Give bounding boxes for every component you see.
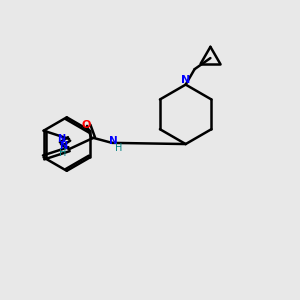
Text: N: N (181, 75, 190, 85)
Text: H: H (59, 148, 67, 158)
Text: O: O (82, 120, 91, 130)
Text: N: N (59, 141, 67, 152)
Text: H: H (115, 143, 122, 153)
Text: N: N (57, 134, 65, 144)
Text: N: N (109, 136, 118, 146)
